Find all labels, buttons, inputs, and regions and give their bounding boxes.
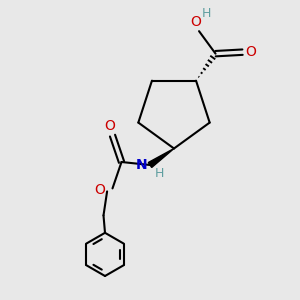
Text: H: H xyxy=(154,167,164,180)
Text: O: O xyxy=(190,15,201,29)
Polygon shape xyxy=(148,148,174,167)
Text: O: O xyxy=(94,183,105,197)
Text: N: N xyxy=(136,158,148,172)
Text: O: O xyxy=(245,45,256,59)
Text: O: O xyxy=(105,118,116,133)
Text: H: H xyxy=(202,7,211,20)
